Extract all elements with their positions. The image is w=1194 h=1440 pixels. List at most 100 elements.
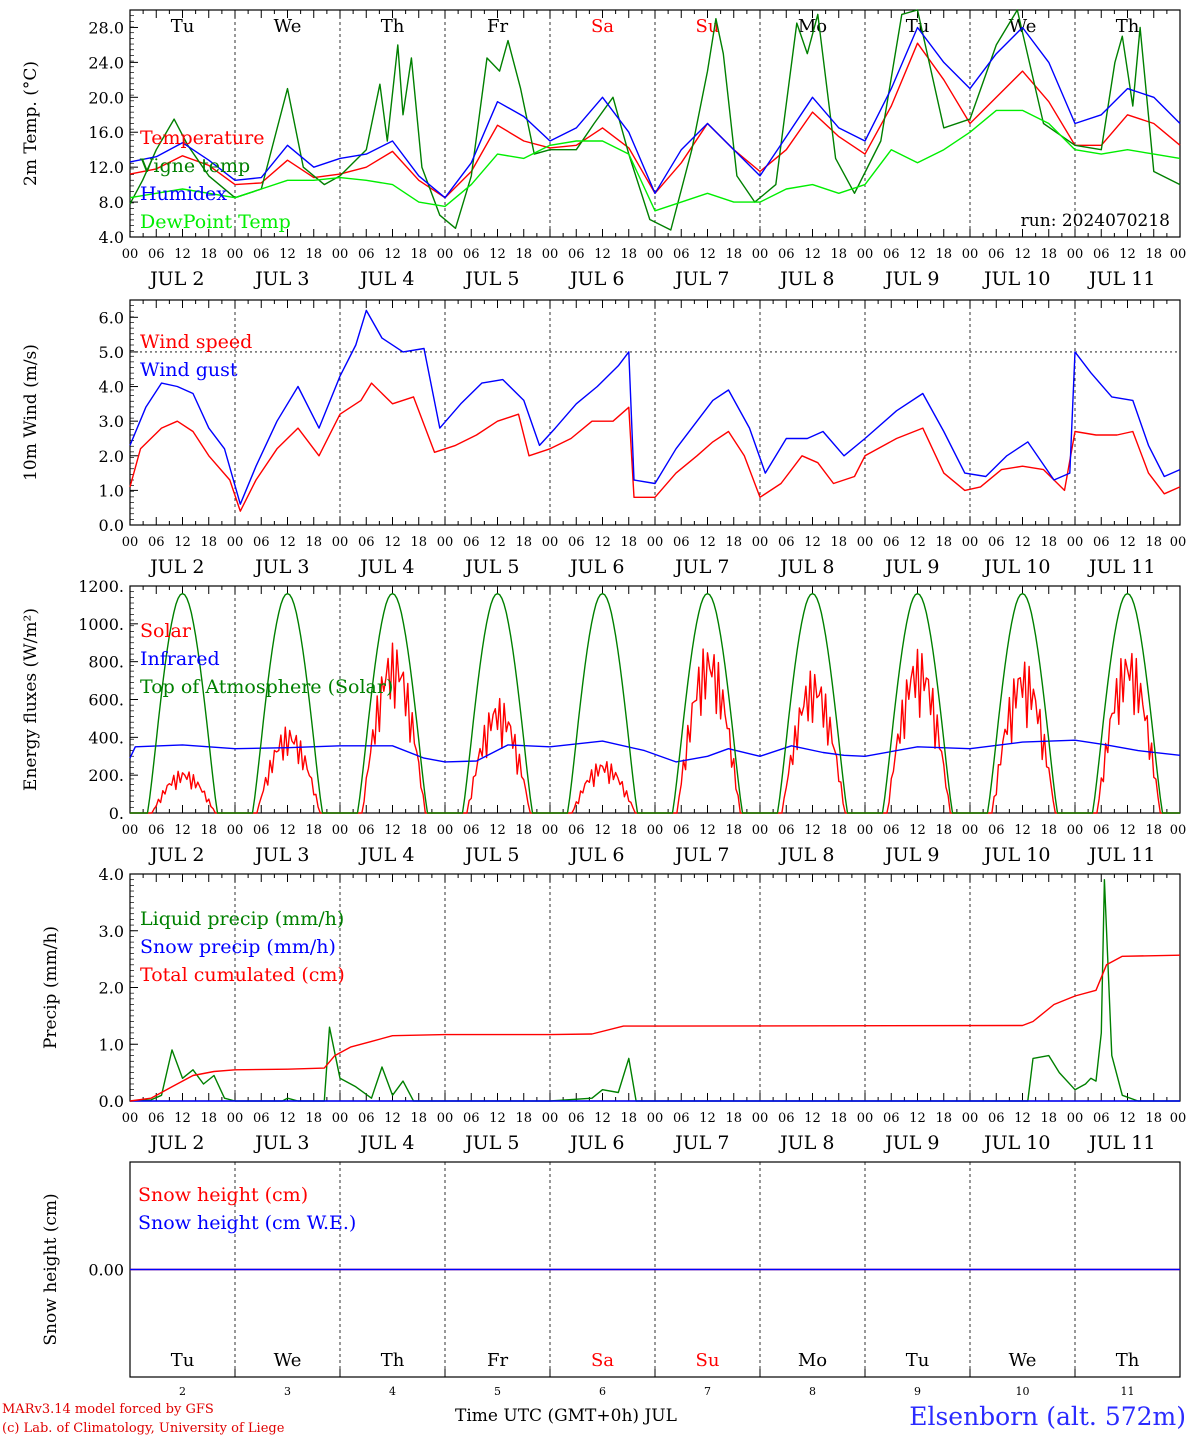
legend-entry: Vigne temp — [139, 155, 250, 177]
hour-tick-label: 06 — [253, 1111, 270, 1126]
weekday-label: Th — [1116, 1350, 1140, 1371]
hour-tick-label: 00 — [857, 247, 874, 262]
hour-tick-label: 06 — [358, 823, 375, 838]
hour-tick-label: 06 — [358, 247, 375, 262]
hour-tick-label: 00 — [647, 1111, 664, 1126]
y-tick-label: 3.0 — [99, 922, 124, 941]
hour-tick-label: 06 — [1093, 823, 1110, 838]
hour-tick-label: 12 — [279, 1111, 296, 1126]
weekday-label: Tu — [906, 16, 930, 37]
date-label: JUL 6 — [568, 844, 624, 866]
weekday-label: We — [274, 16, 302, 37]
date-label: JUL 8 — [778, 844, 834, 866]
weekday-label: Su — [696, 1350, 720, 1371]
hour-tick-label: 00 — [1067, 247, 1084, 262]
hour-tick-label: 00 — [752, 535, 769, 550]
y-tick-label: 0. — [109, 804, 124, 823]
date-label: JUL 6 — [568, 268, 624, 290]
legend-entry: Temperature — [140, 127, 264, 149]
weekday-label: Mo — [798, 1350, 827, 1371]
day-number-label: 6 — [599, 1385, 606, 1398]
y-tick-label: 200. — [88, 766, 124, 785]
weekday-label: We — [274, 1350, 302, 1371]
date-label: JUL 2 — [148, 1132, 204, 1154]
y-axis-label: 10m Wind (m/s) — [21, 344, 41, 481]
panel-2: 0.0 1.0 2.0 3.0 4.0 5.0 6.0 10m Wind (m/s) 00 06 1… — [21, 299, 1186, 578]
date-label: JUL 10 — [982, 268, 1050, 290]
hour-tick-label: 00 — [1170, 247, 1187, 262]
y-tick-label: 1.0 — [99, 481, 124, 500]
plot-frame — [129, 299, 1181, 526]
legend-entry: Snow height (cm W.E.) — [138, 1212, 356, 1234]
hour-tick-label: 06 — [253, 823, 270, 838]
hour-tick-label: 00 — [857, 535, 874, 550]
hour-tick-label: 00 — [332, 823, 349, 838]
hour-tick-label: 06 — [673, 535, 690, 550]
hour-tick-label: 12 — [1014, 247, 1031, 262]
day-number-label: 2 — [179, 1385, 186, 1398]
day-number-label: 8 — [809, 1385, 816, 1398]
hour-tick-label: 00 — [962, 823, 979, 838]
hour-tick-label: 06 — [988, 823, 1005, 838]
weekday-label: Tu — [171, 1350, 195, 1371]
hour-tick-label: 00 — [332, 1111, 349, 1126]
hour-tick-label: 12 — [1119, 823, 1136, 838]
date-label: JUL 5 — [463, 268, 519, 290]
hour-tick-label: 00 — [542, 247, 559, 262]
date-label: JUL 3 — [253, 556, 309, 578]
hour-tick-label: 00 — [122, 1111, 139, 1126]
lab-credit: (c) Lab. of Climatology, University of L… — [2, 1421, 285, 1436]
y-tick-label: 4.0 — [99, 228, 124, 247]
hour-tick-label: 06 — [778, 535, 795, 550]
legend-entry: Snow height (cm) — [138, 1184, 308, 1206]
hour-tick-label: 12 — [699, 535, 716, 550]
date-label: JUL 11 — [1087, 268, 1155, 290]
hour-tick-label: 00 — [332, 247, 349, 262]
y-tick-label: 20.0 — [88, 88, 124, 107]
hour-tick-label: 18 — [935, 535, 952, 550]
hour-tick-label: 18 — [830, 823, 847, 838]
hour-tick-label: 12 — [909, 247, 926, 262]
hour-tick-label: 18 — [935, 1111, 952, 1126]
hour-tick-label: 06 — [358, 1111, 375, 1126]
hour-tick-label: 18 — [620, 823, 637, 838]
y-tick-label: 28.0 — [88, 18, 124, 37]
weekday-label: Th — [381, 1350, 405, 1371]
date-label: JUL 2 — [148, 556, 204, 578]
hour-tick-label: 12 — [174, 535, 191, 550]
hour-tick-label: 06 — [1093, 535, 1110, 550]
day-number-label: 4 — [389, 1385, 396, 1398]
hour-tick-label: 00 — [962, 1111, 979, 1126]
y-axis-label: Energy fluxes (W/m²) — [21, 608, 41, 791]
hour-tick-label: 18 — [305, 1111, 322, 1126]
y-tick-label: 800. — [88, 653, 124, 672]
series-dewpoint-temp — [129, 109, 1181, 212]
hour-tick-label: 00 — [962, 247, 979, 262]
run-label: run: 2024070218 — [1021, 211, 1170, 231]
hour-tick-label: 00 — [857, 1111, 874, 1126]
legend-entry: DewPoint Temp — [140, 211, 291, 233]
hour-tick-label: 18 — [1145, 823, 1162, 838]
hour-tick-label: 06 — [463, 1111, 480, 1126]
date-label: JUL 7 — [673, 268, 729, 290]
x-axis-title: Time UTC (GMT+0h) JUL — [455, 1406, 677, 1426]
legend-entry: Solar — [140, 620, 192, 642]
legend-entry: Wind gust — [140, 359, 238, 381]
hour-tick-label: 06 — [463, 823, 480, 838]
y-axis-label: Precip (mm/h) — [41, 926, 61, 1049]
hour-tick-label: 00 — [227, 535, 244, 550]
hour-tick-label: 00 — [542, 1111, 559, 1126]
hour-tick-label: 18 — [200, 247, 217, 262]
weekday-label: Fr — [487, 1350, 508, 1371]
hour-tick-label: 18 — [410, 535, 427, 550]
hour-tick-label: 18 — [1040, 247, 1057, 262]
hour-tick-label: 06 — [148, 535, 165, 550]
hour-tick-label: 00 — [122, 535, 139, 550]
series-liquid-precip-mm-h- — [129, 879, 1180, 1102]
date-label: JUL 5 — [463, 844, 519, 866]
weekday-label: We — [1009, 1350, 1037, 1371]
hour-tick-label: 12 — [279, 535, 296, 550]
hour-tick-label: 00 — [437, 247, 454, 262]
hour-tick-label: 00 — [1067, 1111, 1084, 1126]
hour-tick-label: 18 — [935, 247, 952, 262]
